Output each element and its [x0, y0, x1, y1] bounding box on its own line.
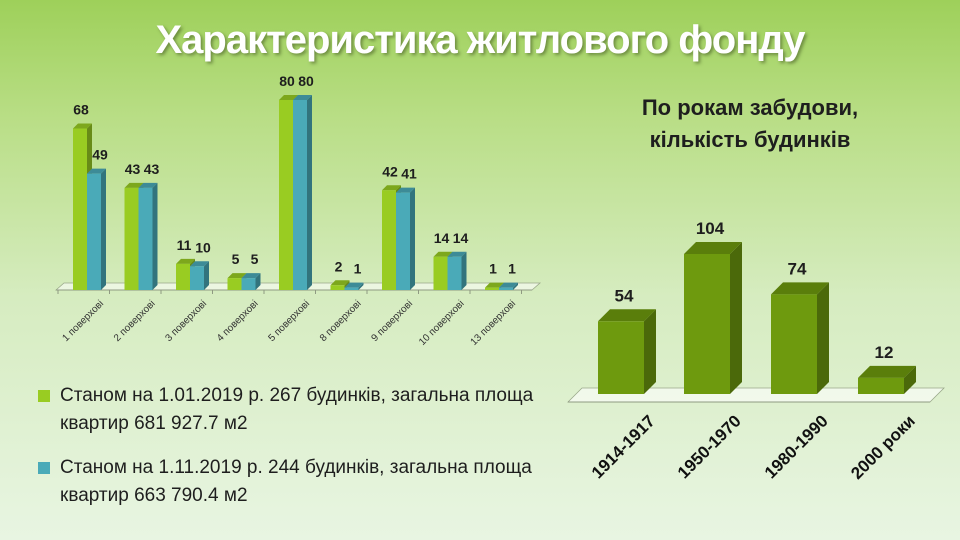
chart-years-title-line-2: кількість будинків	[649, 127, 851, 152]
chart-years-value: 74	[788, 259, 807, 278]
chart-years-category: 1980-1990	[761, 411, 832, 482]
legend-swatch-green	[38, 390, 50, 402]
chart-floors-bar-teal	[138, 182, 158, 290]
chart-floors-bar-teal	[87, 168, 106, 290]
chart-floors-value-teal: 49	[92, 147, 108, 163]
chart-floors-value-teal: 14	[453, 230, 469, 246]
chart-years-category: 2000 роки	[847, 411, 919, 483]
chart-years-category: 1950-1970	[674, 411, 745, 482]
chart-years-bar	[858, 365, 916, 394]
chart-years-bar	[598, 309, 656, 394]
chart-floors-bar-teal	[344, 282, 364, 290]
chart-floors-bar-teal	[499, 282, 518, 290]
chart-years-title-line-1: По рокам забудови,	[641, 95, 859, 120]
chart-floors-category: 10 поверхові	[417, 298, 467, 348]
chart-floors-value-green: 80	[279, 73, 295, 89]
legend-text-2019-11: Станом на 1.11.2019 р. 244 будинків, заг…	[60, 457, 532, 506]
chart-years-bar	[684, 242, 742, 394]
chart-floors-bar-teal	[396, 187, 415, 290]
chart-years-value: 104	[696, 219, 725, 238]
chart-years-bar	[771, 282, 829, 394]
chart-floors-value-teal: 80	[298, 73, 314, 89]
slide-title: Характеристика житлового фонду	[155, 18, 806, 62]
chart-years-title: По рокам забудови, кількість будинків	[600, 92, 900, 156]
chart-floors-category: 2 поверхові	[112, 298, 158, 344]
chart-years-value: 12	[875, 343, 894, 362]
chart-floors-value-green: 14	[434, 230, 450, 246]
chart-floors-value-green: 42	[382, 163, 398, 179]
chart-floors-value-teal: 43	[144, 161, 160, 177]
chart-floors-bar-teal	[293, 95, 312, 290]
chart-floors-value-green: 1	[489, 261, 497, 277]
chart-floors-category: 9 поверхові	[370, 298, 416, 344]
chart-years-category: 1914-1917	[588, 411, 659, 482]
chart-floors-value-teal: 1	[354, 261, 362, 277]
chart-floors-value-green: 11	[177, 237, 192, 253]
chart-floors-bar-teal	[190, 261, 209, 290]
chart-floors-category: 13 поверхові	[469, 298, 519, 348]
chart-floors-value-green: 43	[125, 161, 141, 177]
chart-floors-value-green: 5	[232, 251, 240, 267]
chart-floors-value-teal: 41	[401, 166, 417, 182]
chart-floors-category: 3 поверхові	[164, 298, 210, 344]
chart-floors-value-green: 68	[73, 102, 89, 118]
chart-floors-bar-teal	[241, 273, 261, 290]
chart-floors-value-teal: 1	[508, 261, 516, 277]
chart-floors-category: 5 поверхові	[267, 298, 313, 344]
legend-swatch-teal	[38, 462, 50, 474]
chart-years-value: 54	[615, 286, 634, 305]
chart-floors-value-green: 2	[335, 258, 343, 274]
chart-floors-category: 1 поверхові	[61, 298, 107, 344]
chart-floors-value-teal: 5	[251, 251, 259, 267]
chart-floors-bar-teal	[447, 251, 467, 290]
legend-text-2019-01: Станом на 1.01.2019 р. 267 будинків, заг…	[60, 385, 534, 434]
chart-floors-category: 4 поверхові	[215, 298, 261, 344]
chart-floors-value-teal: 10	[195, 239, 211, 255]
chart-floors-category: 8 поверхові	[318, 298, 364, 344]
